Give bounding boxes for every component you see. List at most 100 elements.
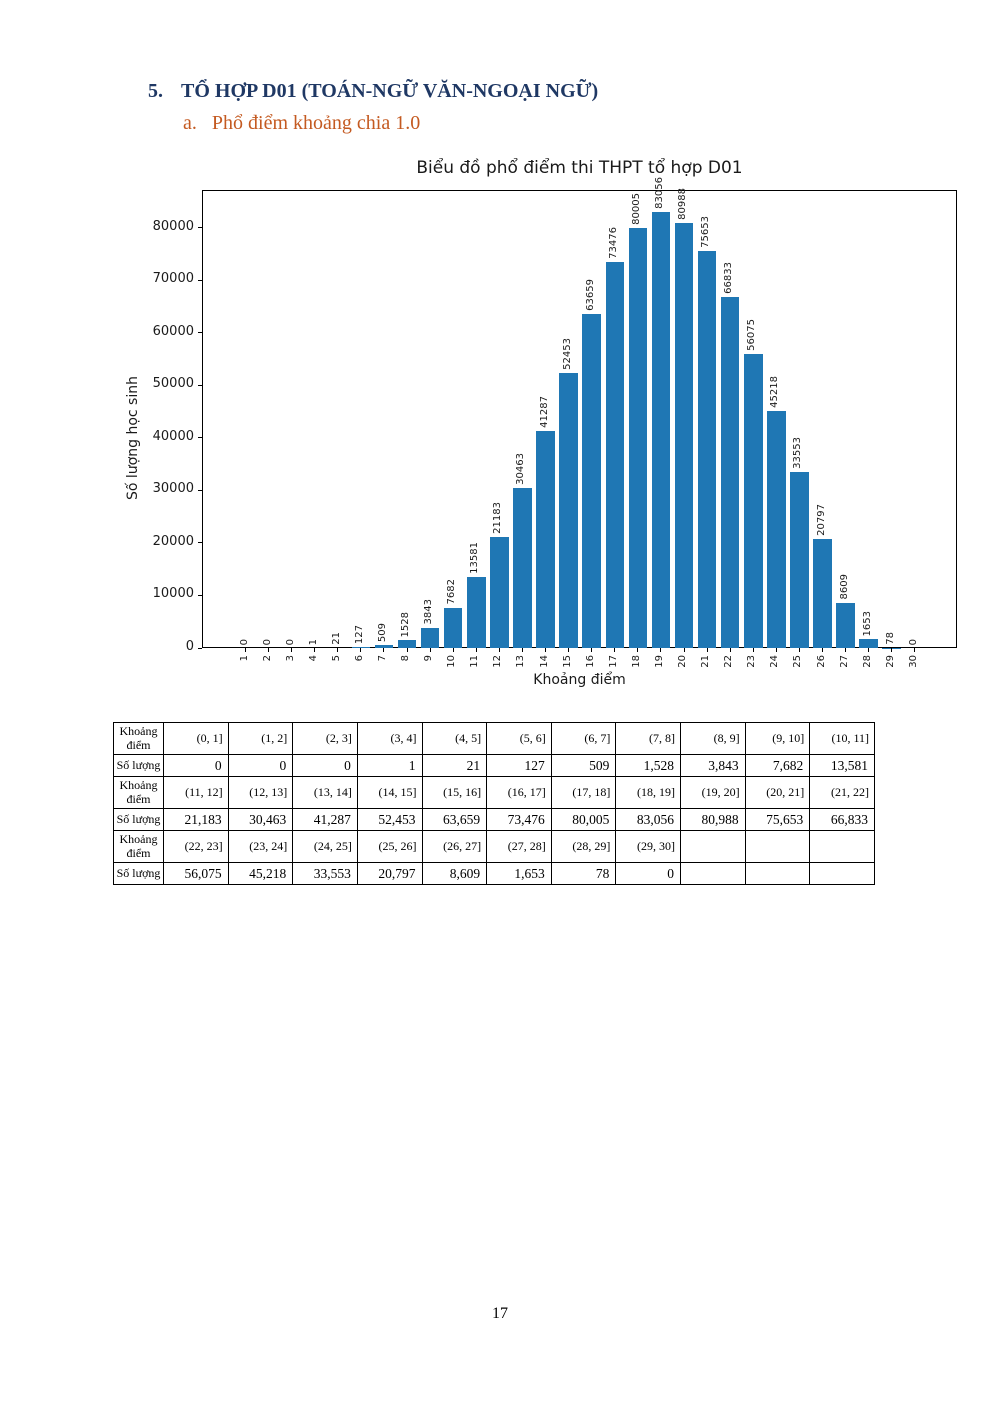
x-tick-label: 21: [700, 655, 712, 668]
x-tick-mark: [660, 648, 662, 652]
x-tick-label: 15: [561, 655, 573, 668]
bar-value-label: 21: [330, 632, 342, 645]
count-cell: 21,183: [163, 808, 229, 831]
x-tick-mark: [521, 648, 523, 652]
bar-value-label: 63659: [584, 278, 596, 311]
bar-value-label: 75653: [700, 215, 712, 248]
bar-value-label: 1528: [400, 611, 412, 637]
x-tick-label: 29: [884, 655, 896, 668]
interval-cell: (11, 12]: [163, 776, 229, 809]
interval-cell: (25, 26]: [356, 830, 423, 863]
interval-cell: (16, 17]: [486, 776, 552, 809]
bar-value-label: 45218: [769, 375, 781, 408]
x-tick-mark: [545, 648, 547, 652]
count-cell: 21: [421, 754, 488, 777]
x-tick-mark: [614, 648, 616, 652]
x-tick-label: 4: [307, 655, 319, 662]
bar-value-label: 0: [284, 638, 296, 645]
x-tick-label: 11: [469, 655, 481, 668]
interval-cell: (4, 5]: [421, 722, 488, 755]
y-tick-mark: [198, 594, 202, 596]
row-label-count: Số lượng: [113, 862, 164, 885]
bar-value-label: 20797: [815, 503, 827, 536]
x-tick-label: 17: [607, 655, 619, 668]
bar: [767, 410, 786, 648]
bar: [351, 647, 371, 648]
x-tick-label: 23: [746, 655, 758, 668]
y-tick-label: 70000: [152, 271, 194, 287]
page-heading: 5. TỔ HỢP D01 (TOÁN-NGỮ VĂN-NGOẠI NGỮ): [148, 80, 598, 103]
table-row: Khoảng điểm (0, 1] (1, 2] (2, 3] (3, 4] (4, 5…: [113, 722, 875, 755]
x-tick-mark: [314, 648, 316, 652]
interval-cell: (19, 20]: [680, 776, 746, 809]
interval-cell: (6, 7]: [550, 722, 617, 755]
count-cell: 0: [292, 754, 358, 777]
x-tick-mark: [683, 648, 685, 652]
interval-cell: (17, 18]: [550, 776, 617, 809]
bar: [628, 227, 648, 648]
x-tick-mark: [475, 648, 477, 652]
x-tick-label: 7: [376, 655, 388, 662]
count-cell: 80,005: [550, 808, 617, 831]
interval-cell: (23, 24]: [227, 830, 294, 863]
bar-value-label: 73476: [607, 227, 619, 260]
page-subheading: a. Phổ điểm khoảng chia 1.0: [183, 112, 420, 135]
count-cell: 20,797: [356, 862, 423, 885]
x-tick-mark: [891, 648, 893, 652]
interval-cell: [680, 830, 746, 863]
bar-value-label: 8609: [838, 574, 850, 600]
x-tick-label: 30: [907, 655, 919, 668]
bar-value-label: 3843: [423, 599, 435, 625]
x-tick-label: 9: [423, 655, 435, 662]
interval-cell: (0, 1]: [163, 722, 229, 755]
bar-value-label: 0: [261, 638, 273, 645]
bar: [697, 250, 717, 648]
score-table: Khoảng điểm (0, 1] (1, 2] (2, 3] (3, 4] (4, 5…: [113, 722, 875, 885]
y-tick-label: 10000: [152, 586, 194, 602]
count-cell: [744, 862, 811, 885]
interval-cell: (9, 10]: [744, 722, 811, 755]
bar-value-label: 1: [307, 638, 319, 645]
bar-value-label: 83056: [653, 177, 665, 209]
y-tick-mark: [198, 489, 202, 491]
count-cell: [809, 862, 875, 885]
x-tick-label: 19: [653, 655, 665, 668]
bar-value-label: 21183: [492, 501, 504, 534]
row-label-count: Số lượng: [113, 754, 164, 777]
row-label-interval: Khoảng điểm: [113, 776, 164, 809]
x-tick-mark: [914, 648, 916, 652]
interval-cell: (28, 29]: [550, 830, 617, 863]
count-cell: 3,843: [680, 754, 746, 777]
bar-value-label: 13581: [469, 541, 481, 574]
count-cell: 0: [163, 754, 229, 777]
interval-cell: (15, 16]: [421, 776, 488, 809]
bar: [374, 645, 394, 648]
x-tick-label: 27: [838, 655, 850, 668]
count-cell: 80,988: [680, 808, 746, 831]
y-tick-mark: [198, 332, 202, 334]
subheading-text: Phổ điểm khoảng chia 1.0: [211, 112, 421, 134]
count-cell: 33,553: [292, 862, 358, 885]
count-cell: [680, 862, 746, 885]
count-cell: 56,075: [163, 862, 229, 885]
interval-cell: (3, 4]: [356, 722, 423, 755]
interval-cell: (12, 13]: [227, 776, 294, 809]
interval-cell: (27, 28]: [486, 830, 552, 863]
bar-value-label: 80988: [677, 187, 689, 220]
x-tick-label: 13: [515, 655, 527, 668]
x-tick-mark: [822, 648, 823, 652]
row-label-interval: Khoảng điểm: [113, 830, 164, 863]
count-cell: 73,476: [486, 808, 552, 831]
count-cell: 63,659: [421, 808, 488, 831]
bar-value-label: 0: [907, 638, 919, 645]
interval-cell: (22, 23]: [163, 830, 229, 863]
heading-number: 5.: [148, 80, 163, 102]
subheading-letter: a.: [183, 112, 197, 134]
y-tick-label: 0: [185, 639, 194, 654]
bar-value-label: 7682: [446, 579, 458, 605]
interval-cell: (8, 9]: [680, 722, 746, 755]
x-tick-mark: [752, 648, 754, 652]
x-tick-mark: [568, 648, 570, 652]
